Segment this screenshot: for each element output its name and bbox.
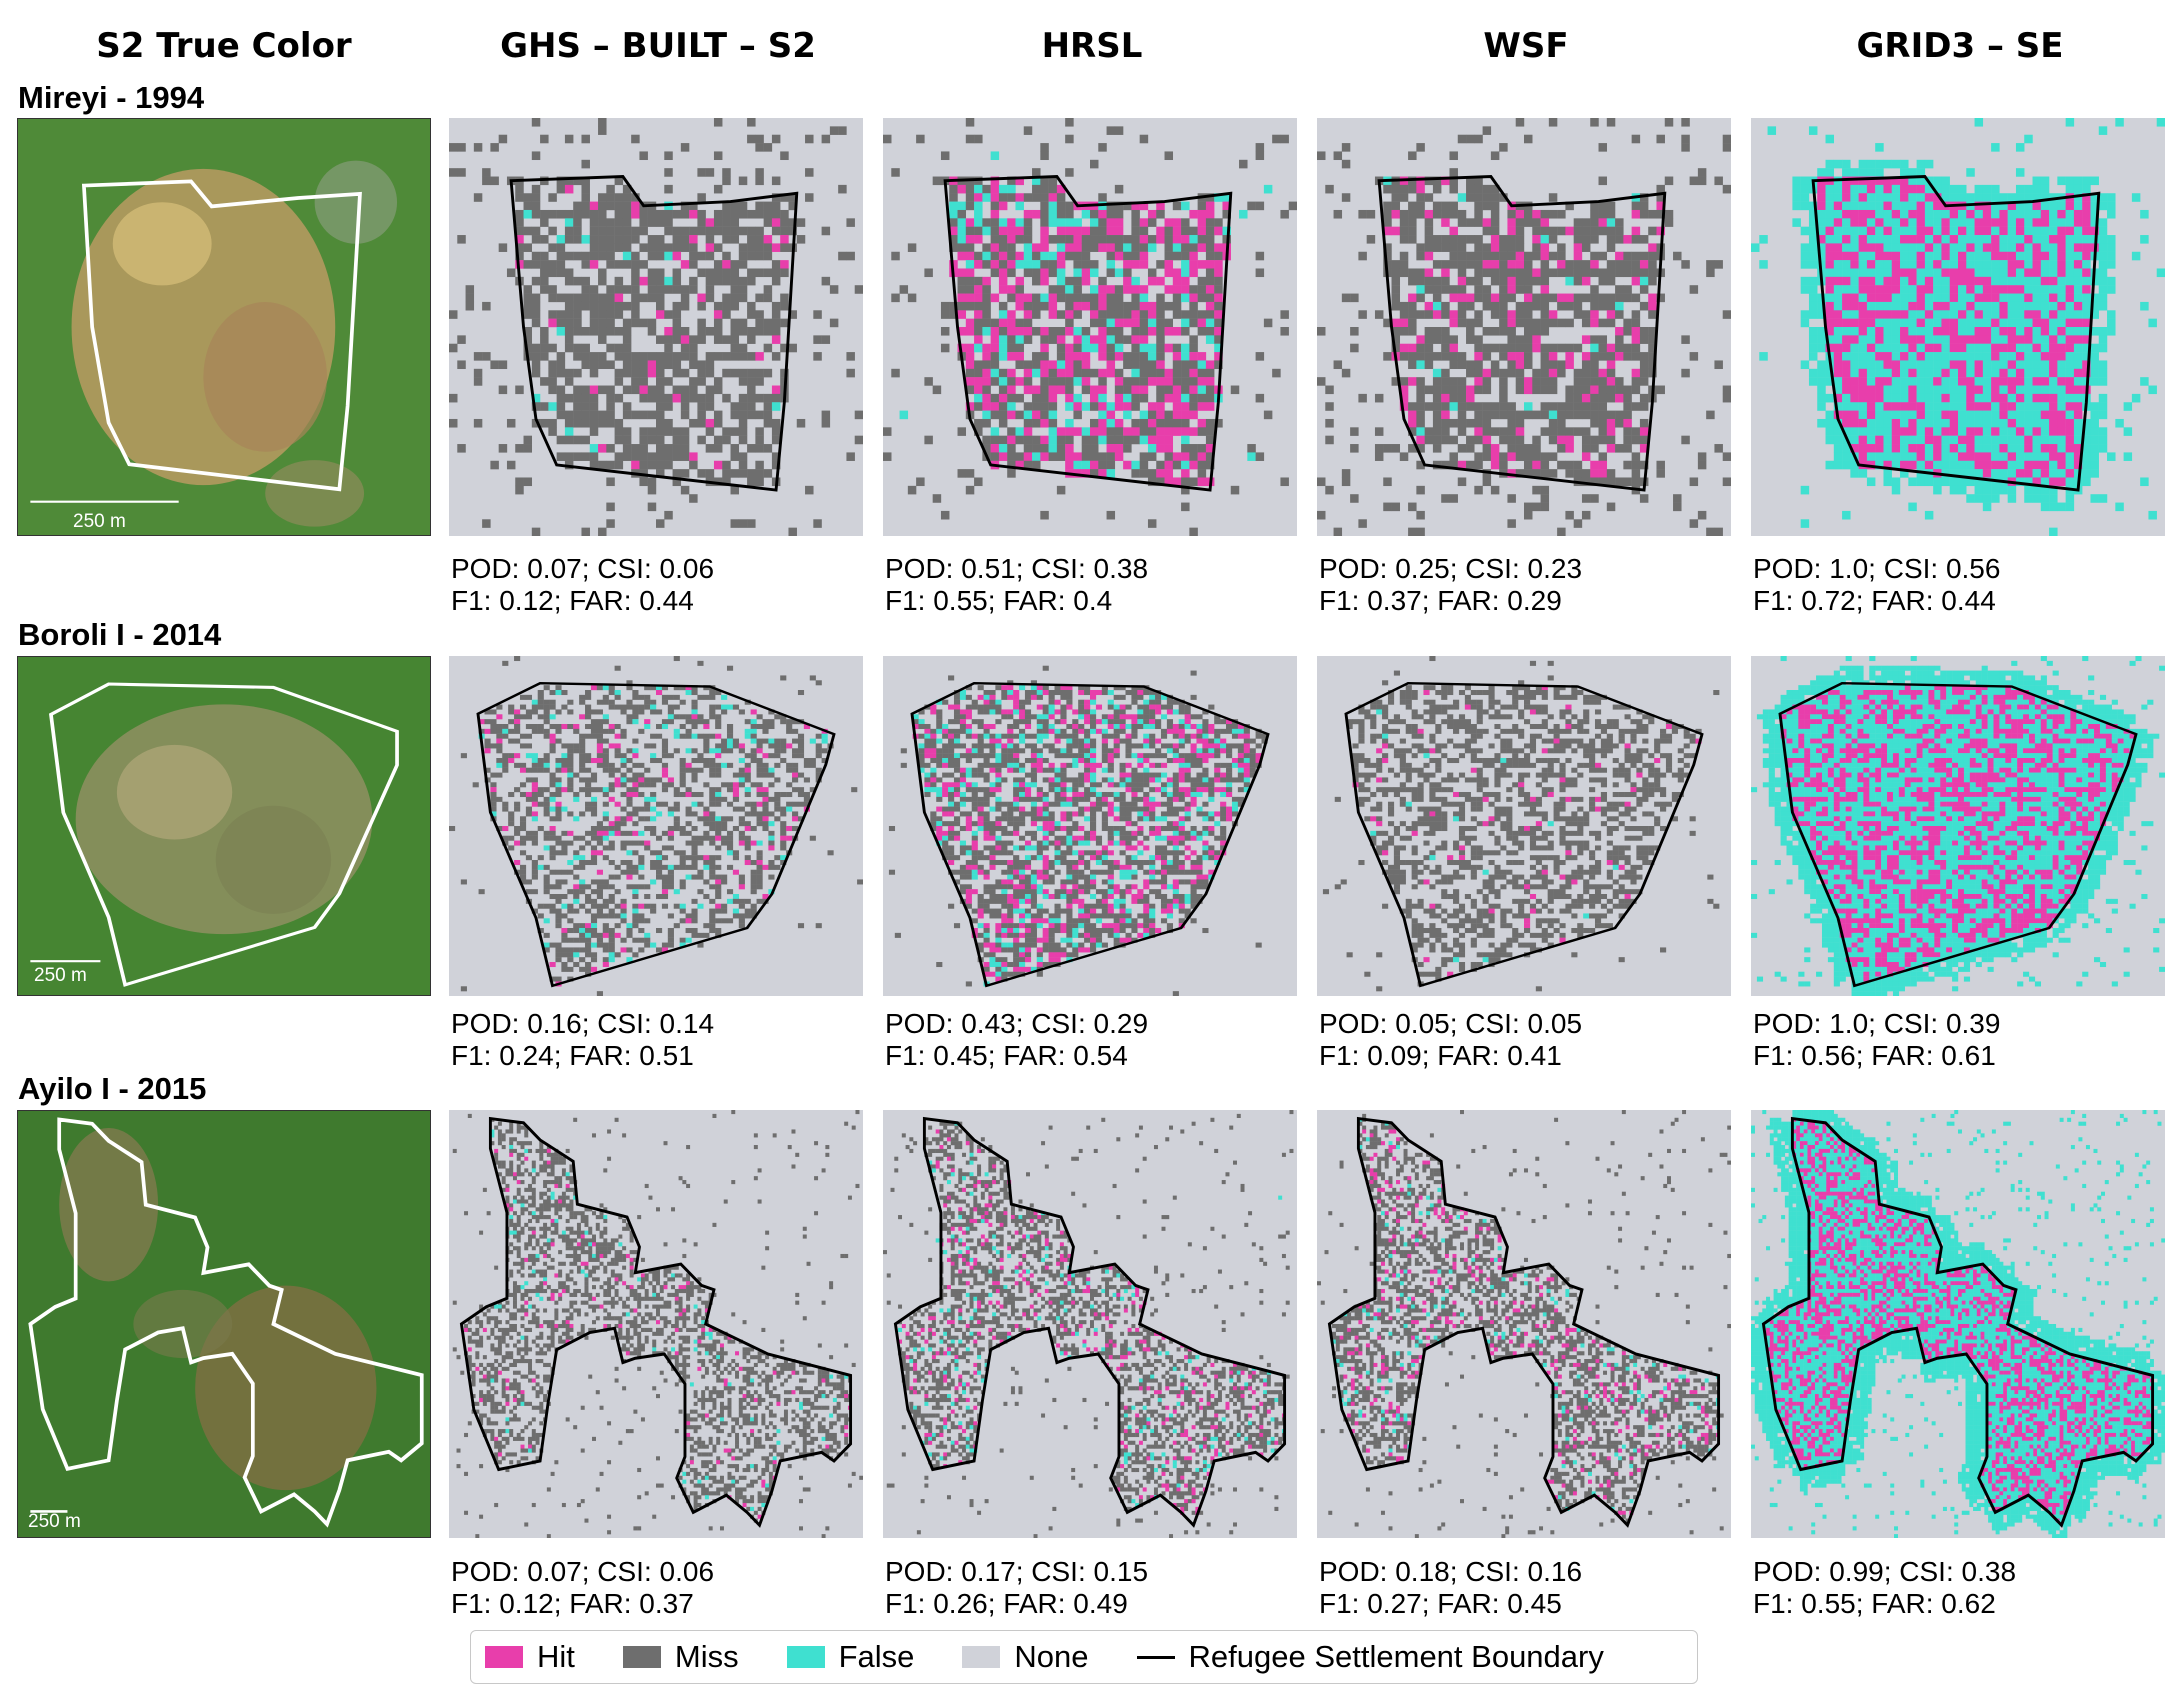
satellite-image-svg [18, 119, 430, 535]
map-panel-boroli-grid3 [1751, 656, 2165, 996]
map-panel-mireyi-grid3 [1751, 118, 2165, 536]
metrics-boroli-ghs: POD: 0.16; CSI: 0.14 F1: 0.24; FAR: 0.51 [451, 1008, 714, 1072]
column-header-s2-true-color: S2 True Color [14, 26, 434, 66]
settlement-boundary [28, 1117, 424, 1528]
raster-map [883, 118, 1297, 536]
legend-item-false: False [786, 1639, 915, 1675]
metrics-boroli-hrsl: POD: 0.43; CSI: 0.29 F1: 0.45; FAR: 0.54 [885, 1008, 1148, 1072]
legend-item-hit: Hit [485, 1639, 575, 1675]
metrics-boroli-wsf: POD: 0.05; CSI: 0.05 F1: 0.09; FAR: 0.41 [1319, 1008, 1582, 1072]
settlement-boundary [910, 682, 1270, 988]
raster-cells [449, 656, 863, 996]
legend: Hit Miss False None Refugee Settlement B… [470, 1630, 1698, 1684]
settlement-boundary [1811, 175, 2101, 492]
none-swatch [962, 1646, 1001, 1668]
metrics-mireyi-hrsl: POD: 0.51; CSI: 0.38 F1: 0.55; FAR: 0.4 [885, 553, 1148, 617]
settlement-boundary [48, 682, 399, 987]
satellite-image-svg [18, 1111, 430, 1537]
satellite-image-svg [18, 657, 430, 995]
settlement-boundary [1761, 1116, 2155, 1528]
raster-cells [1317, 1110, 1731, 1538]
settlement-boundary [81, 179, 362, 492]
column-header-grid3-se: GRID3 – SE [1750, 26, 2170, 66]
metrics-ayilo-wsf: POD: 0.18; CSI: 0.16 F1: 0.27; FAR: 0.45 [1319, 1556, 1582, 1620]
settlement-boundary [943, 175, 1233, 492]
raster-map [1317, 118, 1731, 536]
map-panel-mireyi-ghs [449, 118, 863, 536]
legend-item-miss: Miss [622, 1639, 739, 1675]
raster-map [449, 656, 863, 996]
map-panel-mireyi-wsf [1317, 118, 1731, 536]
map-panel-ayilo-grid3 [1751, 1110, 2165, 1538]
settlement-boundary [1327, 1116, 1721, 1528]
raster-cells [1322, 656, 1720, 992]
map-panel-ayilo-ghs [449, 1110, 863, 1538]
raster-map [449, 1110, 863, 1538]
map-panel-boroli-hrsl [883, 656, 1297, 996]
satellite-image-ayilo: 250 m [17, 1110, 431, 1538]
legend-label-miss: Miss [675, 1639, 739, 1675]
row-title-ayilo: Ayilo I - 2015 [18, 1071, 206, 1107]
raster-cells [1317, 118, 1731, 536]
raster-cells [452, 1110, 863, 1538]
settlement-boundary [459, 1116, 853, 1528]
metrics-ayilo-grid3: POD: 0.99; CSI: 0.38 F1: 0.55; FAR: 0.62 [1753, 1556, 2016, 1620]
settlement-boundary [1344, 682, 1704, 988]
raster-map [1317, 656, 1731, 996]
column-header-ghs-built-s2: GHS – BUILT – S2 [448, 26, 868, 66]
row-title-mireyi: Mireyi - 1994 [18, 80, 204, 116]
satellite-image-boroli: 250 m [17, 656, 431, 996]
miss-swatch [622, 1646, 661, 1668]
metrics-boroli-grid3: POD: 1.0; CSI: 0.39 F1: 0.56; FAR: 0.61 [1753, 1008, 2000, 1072]
settlement-boundary [893, 1116, 1287, 1528]
raster-cells [883, 1110, 1294, 1538]
boundary-line-swatch [1136, 1655, 1175, 1659]
legend-item-none: None [962, 1639, 1089, 1675]
scale-bar-label: 250 m [34, 965, 87, 987]
raster-map [1751, 118, 2165, 536]
raster-cells [1751, 656, 2165, 996]
row-title-boroli: Boroli I - 2014 [18, 617, 221, 653]
map-panel-boroli-wsf [1317, 656, 1731, 996]
scale-bar-label: 250 m [73, 511, 126, 533]
metrics-mireyi-wsf: POD: 0.25; CSI: 0.23 F1: 0.37; FAR: 0.29 [1319, 553, 1582, 617]
column-header-hrsl: HRSL [882, 26, 1302, 66]
raster-map [1317, 1110, 1731, 1538]
map-panel-mireyi-hrsl [883, 118, 1297, 536]
satellite-image-mireyi: 250 m [17, 118, 431, 536]
settlement-boundary [476, 682, 836, 988]
map-panel-ayilo-wsf [1317, 1110, 1731, 1538]
map-panel-boroli-ghs [449, 656, 863, 996]
legend-label-boundary: Refugee Settlement Boundary [1189, 1639, 1604, 1675]
false-swatch [786, 1646, 825, 1668]
map-panel-ayilo-hrsl [883, 1110, 1297, 1538]
metrics-mireyi-grid3: POD: 1.0; CSI: 0.56 F1: 0.72; FAR: 0.44 [1753, 553, 2000, 617]
raster-map [449, 118, 863, 536]
hit-swatch [485, 1646, 523, 1668]
settlement-boundary [1377, 175, 1667, 492]
raster-map [883, 656, 1297, 996]
raster-map [1751, 1110, 2165, 1538]
legend-label-false: False [839, 1639, 915, 1675]
raster-cells [1751, 118, 2165, 536]
raster-cells [888, 665, 1268, 996]
metrics-ayilo-ghs: POD: 0.07; CSI: 0.06 F1: 0.12; FAR: 0.37 [451, 1556, 714, 1620]
raster-map [883, 1110, 1297, 1538]
raster-cells [883, 118, 1297, 536]
raster-map [1751, 656, 2165, 996]
legend-item-boundary: Refugee Settlement Boundary [1136, 1639, 1604, 1675]
column-header-wsf: WSF [1316, 26, 1736, 66]
scale-bar-label: 250 m [28, 1511, 81, 1533]
legend-label-hit: Hit [537, 1639, 575, 1675]
legend-label-none: None [1014, 1639, 1088, 1675]
metrics-mireyi-ghs: POD: 0.07; CSI: 0.06 F1: 0.12; FAR: 0.44 [451, 553, 714, 617]
settlement-boundary [1778, 682, 2138, 988]
settlement-boundary [509, 175, 799, 492]
metrics-ayilo-hrsl: POD: 0.17; CSI: 0.15 F1: 0.26; FAR: 0.49 [885, 1556, 1148, 1620]
